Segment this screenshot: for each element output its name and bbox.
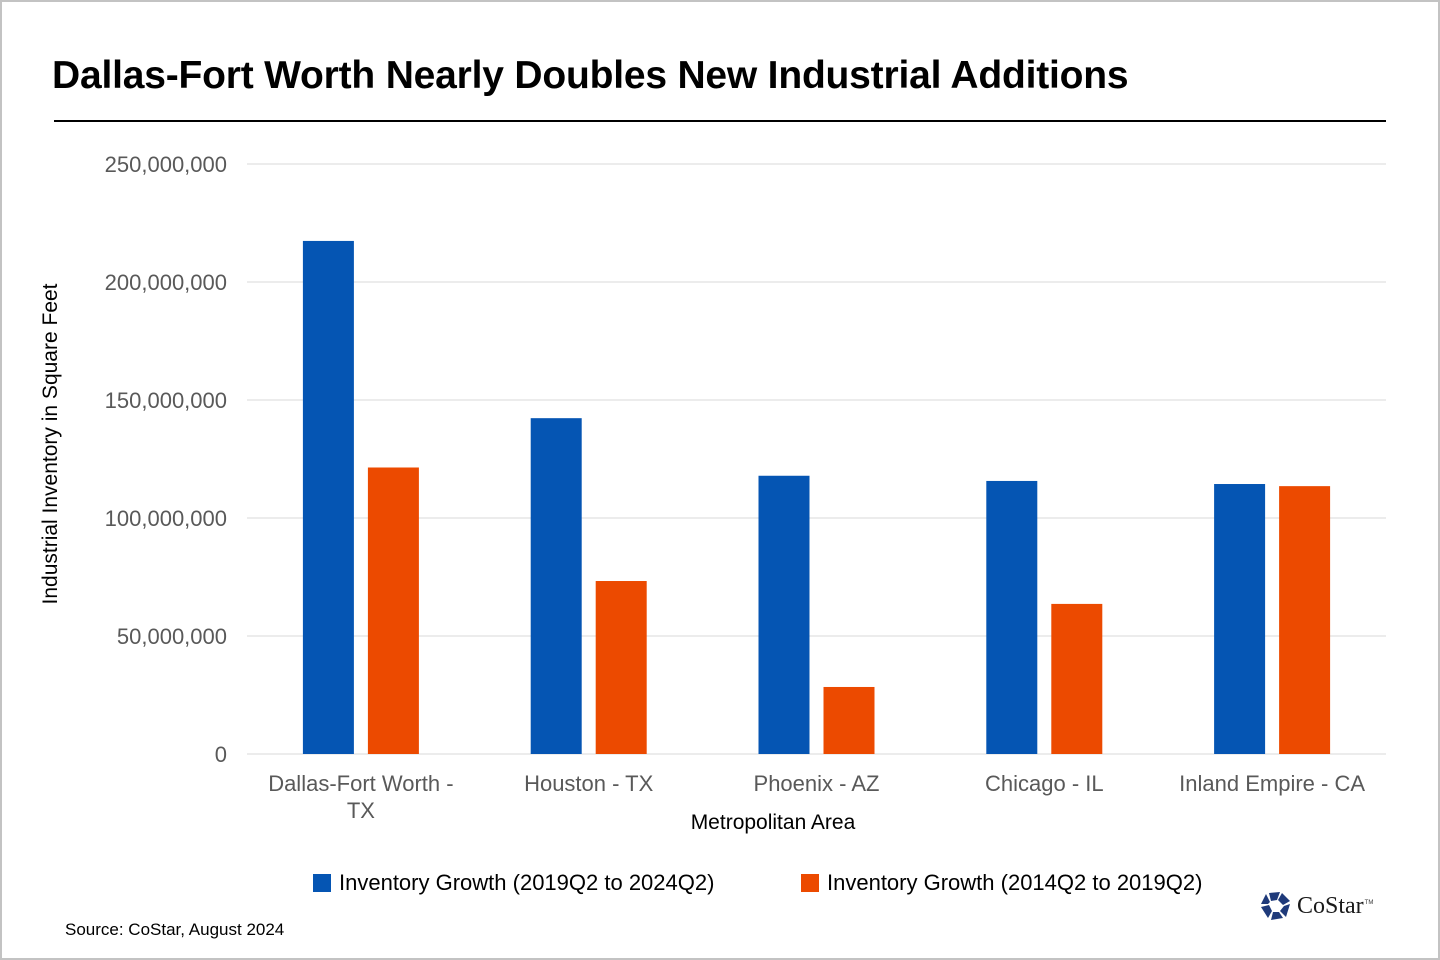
bar-series-2-1[interactable] (367, 467, 419, 754)
bar-chart: 0 50,000,000 100,000,000 150,000,000 200,000… (39, 152, 1386, 834)
legend: Inventory Growth (2019Q2 to 2024Q2) Inve… (0, 870, 1440, 900)
y-tick-label: 150,000,000 (105, 388, 227, 413)
logo-wordmark: CoStar (1297, 892, 1364, 919)
x-tick-label: Dallas-Fort Worth - (268, 771, 453, 796)
bar-series-2-2[interactable] (595, 581, 647, 754)
bar-series-1-2[interactable] (530, 418, 582, 754)
bar-series-2-4[interactable] (1051, 603, 1103, 754)
bars (302, 240, 1331, 754)
bar-series-1-5[interactable] (1214, 484, 1266, 754)
bar-series-1-3[interactable] (758, 475, 810, 754)
source-note: Source: CoStar, August 2024 (65, 920, 285, 939)
title-divider (54, 120, 1386, 122)
x-tick-label: Houston - TX (524, 771, 654, 796)
x-tick-label: Inland Empire - CA (1179, 771, 1365, 796)
y-axis-ticks: 0 50,000,000 100,000,000 150,000,000 200,000… (105, 152, 227, 767)
y-tick-label: 50,000,000 (117, 624, 227, 649)
logo-trademark: TM (1364, 900, 1374, 906)
legend-item-series-1[interactable]: Inventory Growth (2019Q2 to 2024Q2) (313, 870, 714, 896)
y-tick-label: 250,000,000 (105, 152, 227, 177)
legend-label: Inventory Growth (2019Q2 to 2024Q2) (339, 870, 715, 895)
y-axis-title: Industrial Inventory in Square Feet (39, 283, 62, 604)
chart-title: Dallas-Fort Worth Nearly Doubles New Ind… (52, 54, 1129, 97)
y-tick-label: 0 (215, 742, 227, 767)
bar-series-1-4[interactable] (986, 480, 1038, 754)
x-axis-categories: Dallas-Fort Worth -TX Houston - TX Phoenix… (268, 771, 1365, 823)
bar-series-2-5[interactable] (1279, 486, 1331, 754)
x-tick-label: TX (347, 798, 375, 823)
legend-item-series-2[interactable]: Inventory Growth (2014Q2 to 2019Q2) (801, 870, 1202, 896)
legend-swatch-blue (313, 874, 331, 892)
gridlines (247, 163, 1386, 755)
costar-logo: CoStar TM (1260, 890, 1373, 922)
bar-series-1-1[interactable] (302, 240, 354, 754)
y-tick-label: 100,000,000 (105, 506, 227, 531)
legend-label: Inventory Growth (2014Q2 to 2019Q2) (827, 870, 1203, 895)
x-axis-title: Metropolitan Area (691, 811, 856, 834)
x-tick-label: Chicago - IL (985, 771, 1104, 796)
costar-star-icon (1261, 892, 1290, 920)
bar-series-2-3[interactable] (823, 686, 875, 754)
y-tick-label: 200,000,000 (105, 270, 227, 295)
legend-swatch-orange (801, 874, 819, 892)
x-tick-label: Phoenix - AZ (754, 771, 880, 796)
